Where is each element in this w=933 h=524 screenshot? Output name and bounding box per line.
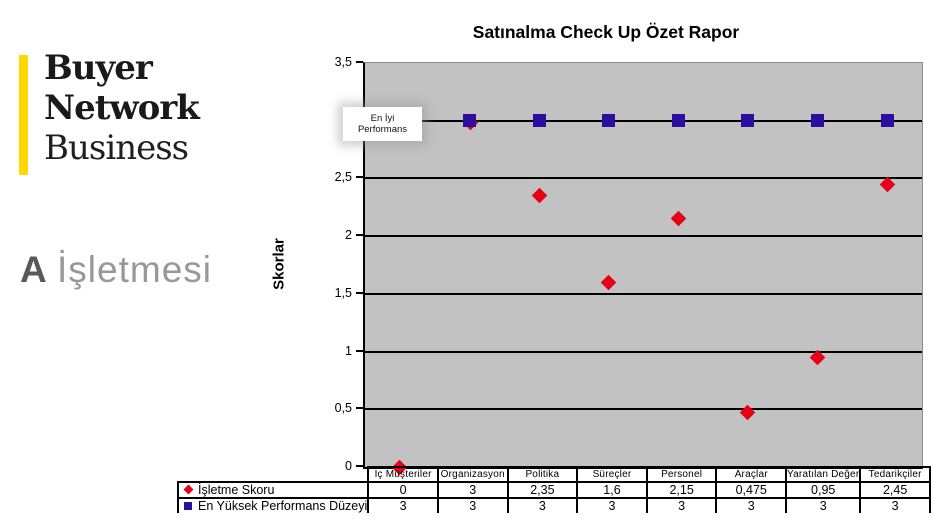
- gridline: [365, 292, 922, 295]
- y-tick-label: 3,5: [334, 55, 352, 69]
- data-table: İç Müşteriler Organizasyon Politika Süreçle…: [176, 466, 931, 513]
- y-tick-label: 0: [345, 459, 352, 473]
- y-tick-mark: [356, 61, 363, 63]
- category-header-cell: Organizasyon: [436, 466, 509, 483]
- business-score-marker: [670, 211, 687, 227]
- logo-word-business: Business: [44, 128, 189, 168]
- y-tick-mark: [356, 349, 363, 352]
- score-value-cell: 3: [367, 497, 439, 513]
- legend-square-icon: [184, 502, 192, 510]
- y-axis-label: Skorlar: [270, 238, 288, 290]
- max-performance-marker: [671, 114, 685, 128]
- gridline: [365, 235, 922, 238]
- category-header-cell: Tedarikçiler: [859, 466, 931, 483]
- category-header-cell: Araçlar: [715, 466, 788, 483]
- company-name: A İşletmesi: [20, 248, 212, 292]
- category-header-cell: Personel: [645, 466, 718, 483]
- score-value-cell: 0: [367, 481, 439, 499]
- category-header-cell: Politika: [506, 466, 579, 483]
- max-performance-marker: [462, 114, 476, 128]
- logo-word-buyer: Buyer: [44, 48, 153, 88]
- score-value-cell: 3: [645, 497, 718, 513]
- y-tick-label: 1,5: [334, 285, 352, 300]
- y-tick-mark: [356, 176, 363, 179]
- legend-diamond-icon: [183, 484, 194, 495]
- y-tick-label: 1: [345, 343, 352, 358]
- score-value-cell: 3: [785, 497, 862, 513]
- category-header-cell: Süreçler: [576, 466, 648, 483]
- max-performance-marker: [532, 114, 546, 128]
- company-label: İşletmesi: [57, 249, 212, 290]
- max-performance-marker: [602, 114, 616, 128]
- category-header-cell: İç Müşteriler: [367, 466, 439, 483]
- business-score-marker: [531, 187, 547, 204]
- score-value-cell: 3: [859, 497, 931, 513]
- series-legend-label: En Yüksek Performans Düzeyi: [198, 499, 368, 513]
- score-value-cell: 3: [506, 497, 579, 513]
- y-tick-label: 0,5: [334, 401, 352, 416]
- logo-word-network: Network: [44, 88, 200, 128]
- logo-yellow-bar: [19, 55, 28, 175]
- score-value-cell: 2,45: [859, 481, 931, 499]
- callout-line-2: Performans: [357, 124, 408, 135]
- gridline: [365, 408, 922, 411]
- category-header-cell: Yaratılan Değer: [785, 466, 862, 483]
- score-value-cell: 2,35: [506, 481, 579, 499]
- score-value-cell: 2,15: [645, 481, 718, 499]
- series-legend-label: İşletme Skoru: [198, 483, 275, 497]
- score-value-cell: 1,6: [576, 481, 648, 499]
- max-performance-marker: [880, 114, 894, 128]
- score-value-cell: 3: [436, 497, 509, 513]
- table-corner-blank: [178, 467, 368, 482]
- gridline: [365, 177, 922, 180]
- callout-line-1: En İyi: [370, 112, 395, 124]
- plot-area: [363, 62, 923, 475]
- max-performance-marker: [811, 114, 825, 128]
- business-score-marker: [740, 404, 756, 420]
- gridline: [365, 350, 922, 353]
- score-value-cell: 3: [715, 497, 788, 513]
- y-tick-mark: [356, 465, 363, 467]
- y-tick-mark: [356, 407, 363, 410]
- y-tick-mark: [356, 234, 363, 237]
- y-tick-mark: [356, 291, 363, 294]
- series-legend-cell: İşletme Skoru: [176, 481, 370, 499]
- business-score-marker: [600, 274, 617, 291]
- series-legend-cell: En Yüksek Performans Düzeyi: [176, 497, 370, 513]
- y-tick-label: 2,5: [334, 170, 352, 185]
- score-value-cell: 3: [576, 497, 648, 513]
- company-prefix: A: [20, 249, 47, 290]
- buyer-network-logo: Buyer Network Business: [44, 48, 200, 168]
- best-performance-callout: En İyi Performans: [343, 107, 422, 141]
- score-value-cell: 0,475: [715, 481, 788, 499]
- max-performance-marker: [741, 114, 755, 128]
- y-tick-label: 2: [345, 228, 352, 243]
- chart-title: Satınalma Check Up Özet Rapor: [472, 22, 740, 42]
- score-value-cell: 0,95: [785, 481, 862, 499]
- gridline: [365, 119, 922, 122]
- score-value-cell: 3: [436, 481, 509, 499]
